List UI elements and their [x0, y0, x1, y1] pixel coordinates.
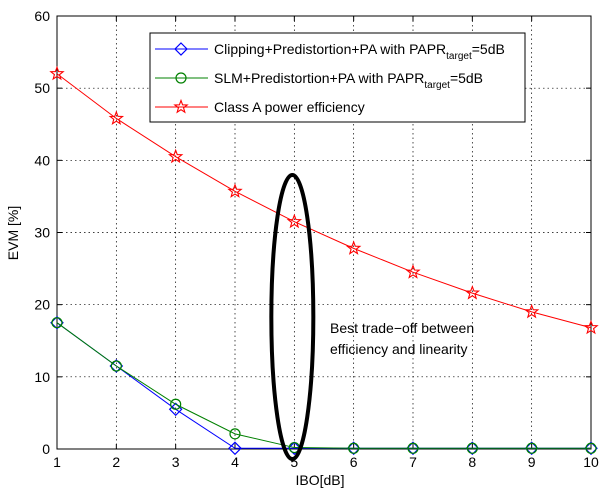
- star-marker: [173, 98, 189, 114]
- star-marker: [345, 240, 362, 255]
- x-tick-label: 10: [583, 454, 599, 470]
- trade-off-ellipse: [269, 173, 316, 461]
- star-marker: [227, 183, 243, 198]
- y-axis-label: EVM [%]: [5, 206, 21, 260]
- legend-label: SLM+Predistortion+PA with PAPRtarget=5dB: [214, 70, 483, 91]
- circle-marker: [175, 72, 187, 84]
- series-line: [56, 73, 592, 329]
- series-line: [56, 322, 591, 449]
- legend-label: Class A power efficiency: [214, 99, 365, 115]
- series-1: [51, 317, 597, 454]
- star-marker: [523, 303, 540, 319]
- annotation-group: Best trade−off between efficiency and li…: [269, 173, 474, 461]
- y-tick-label: 40: [34, 152, 50, 168]
- y-tick-label: 20: [34, 297, 50, 313]
- x-tick-label: 9: [528, 454, 536, 470]
- circle-marker: [407, 442, 419, 454]
- x-tick-label: 3: [172, 454, 180, 470]
- x-tick-label: 8: [468, 454, 476, 470]
- series-2: [49, 65, 599, 335]
- diamond-marker: [174, 42, 188, 56]
- legend-label: Clipping+Predistortion+PA with PAPRtarge…: [214, 41, 505, 62]
- circle-marker: [229, 428, 241, 440]
- diamond-marker: [228, 441, 242, 456]
- annotation-line-1: Best trade−off between: [330, 320, 474, 336]
- series-0: [50, 315, 598, 456]
- x-tick-label: 2: [112, 454, 120, 470]
- x-tick-label: 7: [409, 454, 417, 470]
- circle-marker: [170, 398, 182, 410]
- x-axis-label: IBO[dB]: [295, 472, 344, 488]
- series-line: [56, 322, 591, 449]
- star-marker: [167, 148, 184, 164]
- circle-marker: [51, 317, 63, 329]
- star-marker: [405, 264, 421, 279]
- y-tick-label: 50: [34, 80, 50, 96]
- legend-box: [149, 32, 526, 123]
- circle-marker: [466, 442, 478, 454]
- y-tick-label: 10: [34, 369, 50, 385]
- y-tick-label: 60: [34, 8, 50, 24]
- circle-marker: [110, 360, 122, 372]
- series-group: [49, 65, 599, 456]
- x-tick-label: 6: [350, 454, 358, 470]
- star-marker: [286, 213, 303, 229]
- circle-marker: [585, 442, 597, 454]
- y-tick-label: 0: [42, 441, 50, 457]
- y-tick-label: 30: [34, 225, 50, 241]
- legend: Clipping+Predistortion+PA with PAPRtarge…: [149, 32, 526, 123]
- circle-marker: [526, 442, 538, 454]
- star-marker: [108, 110, 125, 126]
- star-marker: [464, 285, 481, 300]
- x-tick-label: 5: [290, 454, 298, 470]
- circle-marker: [348, 442, 360, 454]
- x-tick-label: 1: [53, 454, 61, 470]
- star-marker: [49, 65, 65, 81]
- star-marker: [583, 319, 599, 335]
- annotation-line-2: efficiency and linearity: [330, 341, 467, 357]
- x-tick-label: 4: [231, 454, 239, 470]
